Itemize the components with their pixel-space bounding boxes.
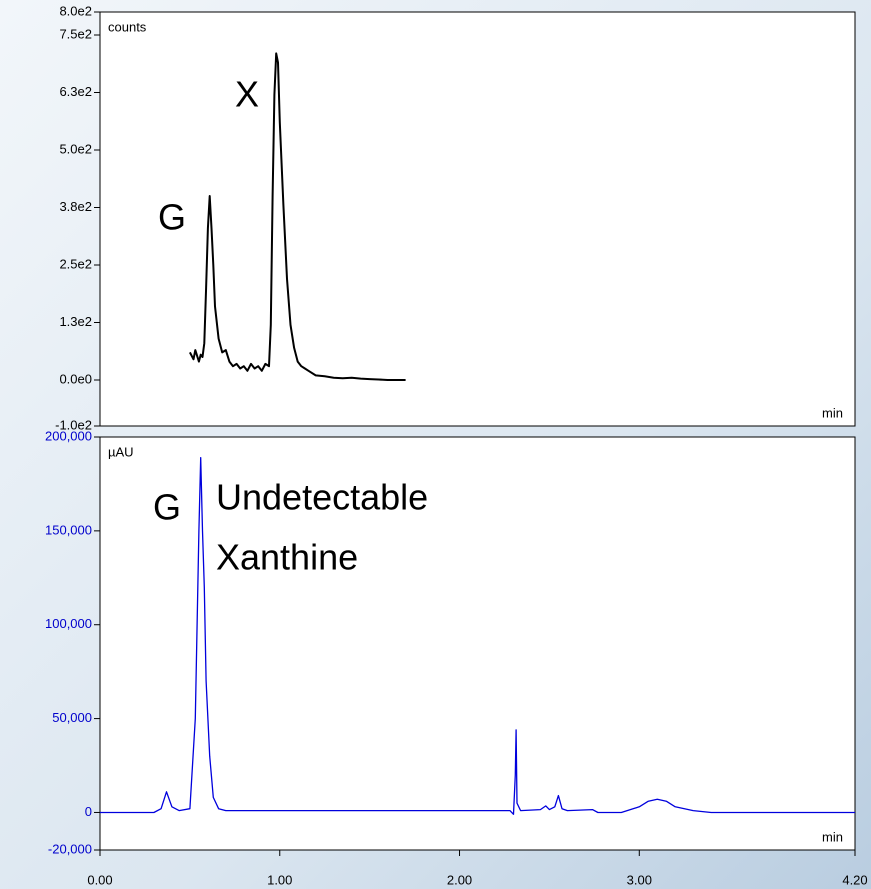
y-axis-label: counts [108, 19, 147, 34]
x-tick-label: 0.00 [87, 872, 112, 887]
y-tick-label: 50,000 [52, 710, 92, 725]
plot-area [99, 11, 856, 427]
y-tick-label: 0 [85, 804, 92, 819]
plot-area [99, 436, 856, 851]
y-tick-label: 100,000 [45, 616, 92, 631]
y-tick-label: 150,000 [45, 522, 92, 537]
x-tick-label: 3.00 [627, 872, 652, 887]
trace [189, 52, 406, 381]
annotation: G [153, 487, 181, 528]
y-tick-label: 6.3e2 [59, 84, 92, 99]
y-tick-label: 200,000 [45, 428, 92, 443]
y-tick-label: 5.0e2 [59, 141, 92, 156]
annotation: G [158, 197, 186, 238]
y-tick-label: -1.0e2 [55, 417, 92, 432]
y-tick-label: 2.5e2 [59, 256, 92, 271]
y-tick-label: 0.0e0 [59, 371, 92, 386]
annotation: X [235, 74, 259, 115]
y-tick-label: 3.8e2 [59, 199, 92, 214]
annotation: Undetectable [216, 477, 428, 518]
y-tick-label: -20,000 [48, 841, 92, 856]
annotation: Xanthine [216, 537, 358, 578]
x-axis-label: min [822, 405, 843, 420]
trace [100, 457, 855, 815]
y-tick-label: 7.5e2 [59, 26, 92, 41]
x-axis-label: min [822, 829, 843, 844]
y-tick-label: 8.0e2 [59, 3, 92, 18]
x-tick-label: 1.00 [267, 872, 292, 887]
x-tick-label: 2.00 [447, 872, 472, 887]
y-tick-label: 1.3e2 [59, 314, 92, 329]
y-axis-label: µAU [108, 444, 134, 459]
x-tick-label: 4.20 [842, 872, 867, 887]
